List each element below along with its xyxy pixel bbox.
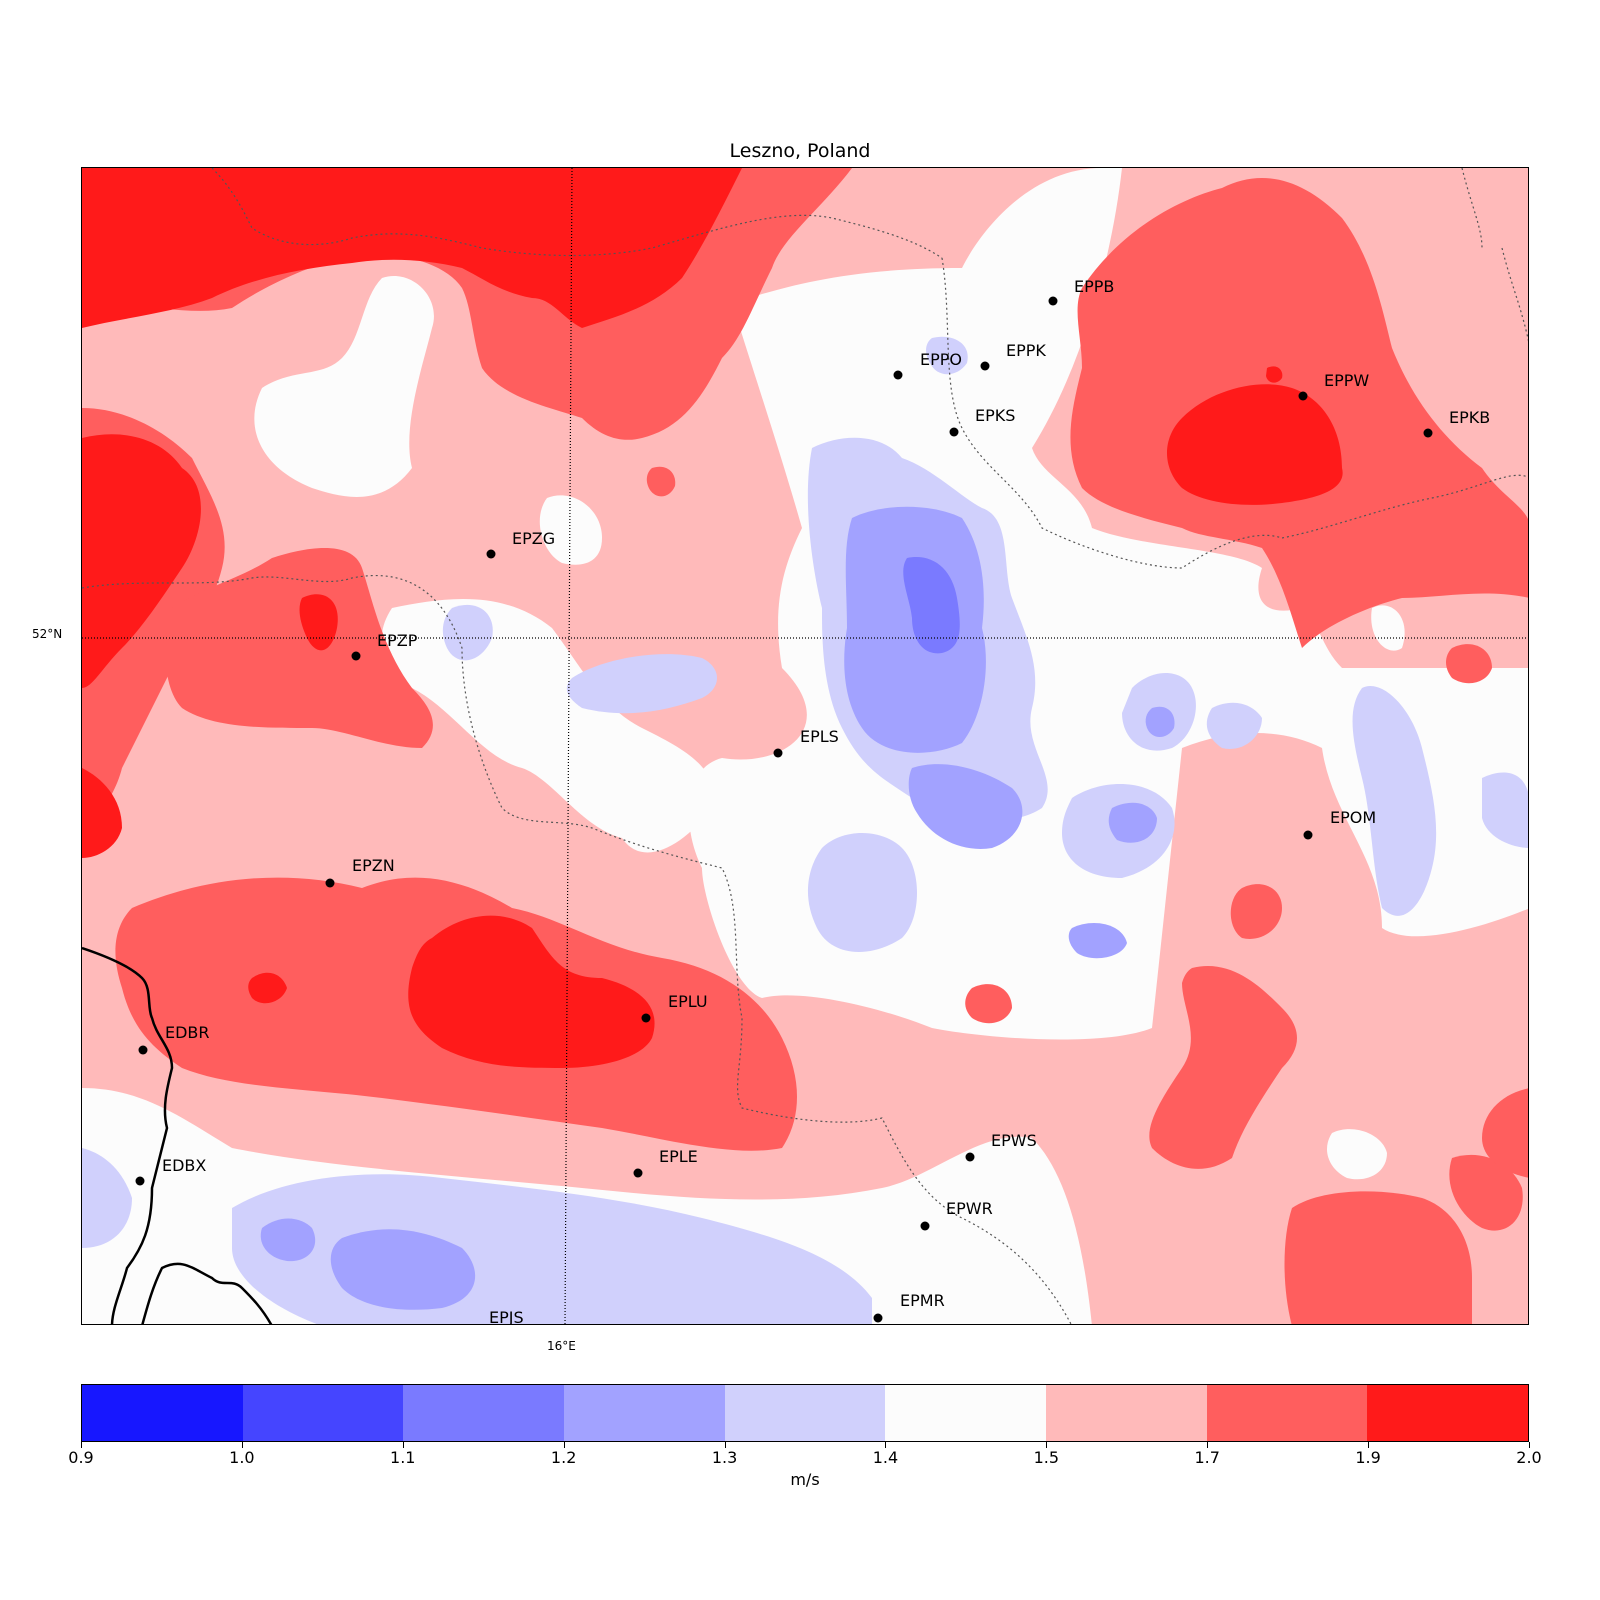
- station-epks: EPKS: [949, 406, 1015, 437]
- svg-text:EPWS: EPWS: [991, 1131, 1037, 1150]
- svg-text:EPZG: EPZG: [512, 529, 555, 548]
- svg-text:EPZP: EPZP: [377, 631, 418, 650]
- station-eppk: EPPK: [980, 341, 1046, 371]
- station-eple: EPLE: [633, 1147, 698, 1178]
- station-epzn: EPZN: [325, 856, 395, 888]
- colorbar-segment: [564, 1385, 725, 1441]
- colorbar-tick-mark: [885, 1442, 887, 1448]
- colorbar-tick-label: 1.4: [872, 1448, 899, 1467]
- colorbar-tick-mark: [402, 1442, 404, 1448]
- colorbar-tick-mark: [1368, 1442, 1370, 1448]
- latitude-label: 52°N: [32, 627, 63, 641]
- station-epkb: EPKB: [1423, 408, 1490, 438]
- colorbar-tick-mark: [1207, 1442, 1209, 1448]
- map-plot-area: EPPB EPPK EPPO EPPW EPKB EPKS EPZG EPZP …: [81, 167, 1529, 1325]
- colorbar-segment: [724, 1385, 886, 1441]
- graticule: [82, 168, 1528, 1324]
- colorbar-tick-label: 1.0: [229, 1448, 255, 1467]
- colorbar-tick-label: 0.9: [68, 1448, 94, 1467]
- svg-text:EPMR: EPMR: [900, 1291, 945, 1310]
- station-markers: EPPB EPPK EPPO EPPW EPKB EPKS EPZG EPZP …: [135, 277, 1490, 1325]
- svg-text:EPLU: EPLU: [668, 992, 708, 1011]
- map-title: Leszno, Poland: [729, 140, 871, 162]
- colorbar-segment: [242, 1385, 404, 1441]
- station-edbx: EDBX: [135, 1156, 206, 1186]
- colorbar-tick-mark: [241, 1442, 243, 1448]
- colorbar-tick-label: 1.1: [390, 1448, 416, 1467]
- svg-text:EPKS: EPKS: [975, 406, 1015, 425]
- colorbar-segment: [1206, 1385, 1368, 1441]
- colorbar-tick-label: 2.0: [1516, 1448, 1542, 1467]
- station-epls: EPLS: [773, 727, 839, 758]
- colorbar-tick-label: 1.2: [550, 1448, 577, 1467]
- station-epwr: EPWR: [920, 1199, 993, 1231]
- colorbar-segment: [82, 1385, 243, 1441]
- station-eplu: EPLU: [641, 992, 708, 1023]
- wind-speed-contours: [82, 168, 1528, 1324]
- colorbar-segment: [1046, 1385, 1207, 1441]
- station-epzp: EPZP: [351, 631, 418, 661]
- border-lines: [82, 168, 1528, 1324]
- station-epmr: EPMR: [873, 1291, 945, 1323]
- svg-text:EPLE: EPLE: [659, 1147, 698, 1166]
- colorbar: [81, 1384, 1529, 1442]
- station-eppo: EPPO: [893, 350, 962, 380]
- colorbar-unit-label: m/s: [790, 1470, 820, 1489]
- colorbar-tick-label: 1.9: [1355, 1448, 1381, 1467]
- colorbar-tick-label: 1.7: [1194, 1448, 1220, 1467]
- svg-text:EPOM: EPOM: [1330, 808, 1376, 827]
- svg-text:EPPO: EPPO: [920, 350, 962, 369]
- colorbar-tick-mark: [724, 1442, 726, 1448]
- colorbar-tick-mark: [563, 1442, 565, 1448]
- colorbar-segment: [403, 1385, 565, 1441]
- svg-text:EPKB: EPKB: [1449, 408, 1490, 427]
- svg-text:EPPW: EPPW: [1324, 371, 1369, 390]
- svg-text:EPJS: EPJS: [489, 1308, 524, 1325]
- station-eppb: EPPB: [1048, 277, 1114, 306]
- svg-text:EPWR: EPWR: [946, 1199, 993, 1218]
- svg-text:EPLS: EPLS: [800, 727, 839, 746]
- colorbar-segment: [885, 1385, 1047, 1441]
- station-epjs: EPJS: [489, 1308, 524, 1325]
- map-canvas: EPPB EPPK EPPO EPPW EPKB EPKS EPZG EPZP …: [82, 168, 1528, 1325]
- station-epws: EPWS: [965, 1131, 1037, 1162]
- station-epzg: EPZG: [486, 529, 555, 559]
- svg-text:EDBR: EDBR: [165, 1023, 210, 1042]
- svg-text:EPZN: EPZN: [352, 856, 395, 875]
- station-edbr: EDBR: [138, 1023, 210, 1055]
- colorbar-tick-label: 1.3: [711, 1448, 738, 1467]
- svg-text:EPPB: EPPB: [1074, 277, 1114, 296]
- svg-text:EPPK: EPPK: [1006, 341, 1046, 360]
- colorbar-tick-mark: [1529, 1442, 1530, 1448]
- svg-text:EDBX: EDBX: [162, 1156, 206, 1175]
- colorbar-tick-mark: [81, 1442, 82, 1448]
- longitude-label: 16°E: [547, 1339, 576, 1353]
- colorbar-tick-label: 1.5: [1033, 1448, 1060, 1467]
- colorbar-tick-mark: [1046, 1442, 1048, 1448]
- station-epom: EPOM: [1303, 808, 1376, 840]
- station-eppw: EPPW: [1298, 371, 1369, 401]
- colorbar-segment: [1367, 1385, 1529, 1441]
